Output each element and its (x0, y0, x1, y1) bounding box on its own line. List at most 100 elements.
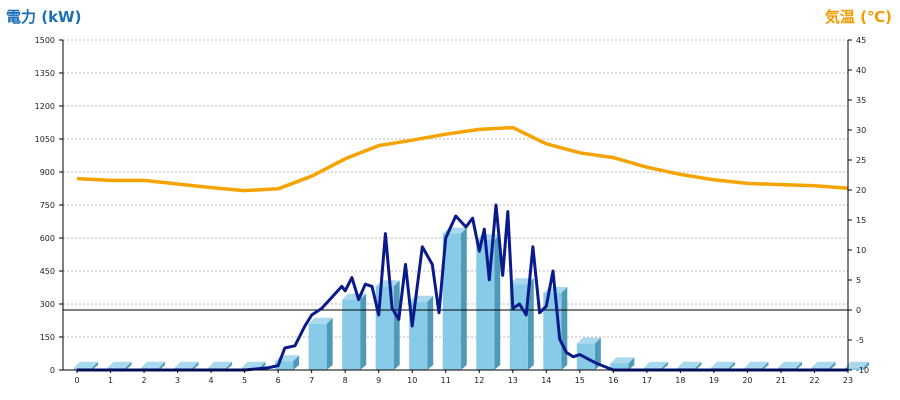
bar-front (275, 361, 294, 370)
left-tick-label: 150 (40, 333, 55, 342)
bar-top (643, 361, 668, 368)
bar-top (141, 361, 166, 368)
bar-side (863, 361, 869, 370)
left-axis-title: 電力 (kW) (6, 8, 82, 26)
x-tick-label: 1 (108, 376, 113, 385)
x-tick-label: 15 (575, 376, 585, 385)
x-tick-label: 5 (242, 376, 247, 385)
x-tick-label: 16 (608, 376, 618, 385)
x-tick-label: 19 (709, 376, 719, 385)
bar-side (728, 361, 735, 370)
x-tick-label: 22 (809, 376, 819, 385)
temperature-line (76, 125, 849, 193)
left-tick-label: 1500 (35, 36, 55, 45)
right-tick-label: 0 (856, 306, 861, 315)
right-tick-label: 15 (856, 216, 866, 225)
power-line (77, 203, 848, 372)
bar-side (460, 227, 467, 370)
bar-top (509, 278, 534, 285)
x-tick-label: 13 (508, 376, 518, 385)
axes (59, 39, 852, 373)
bar-top (174, 361, 199, 368)
right-tick-label: -5 (856, 336, 864, 345)
bar-side (192, 361, 199, 370)
right-tick-label: 30 (856, 126, 866, 135)
right-tick-label: -10 (856, 366, 869, 375)
left-tick-label: 0 (50, 366, 55, 375)
right-tick-label: 10 (856, 246, 866, 255)
bar-top (208, 361, 233, 368)
bar-side (393, 280, 400, 370)
x-tick-label: 0 (74, 376, 79, 385)
power-bar (845, 361, 869, 370)
power-bar (342, 293, 367, 370)
x-tick-label: 21 (776, 376, 786, 385)
right-tick-label: 35 (856, 96, 866, 105)
bar-side (628, 357, 635, 370)
bar-front (845, 367, 863, 370)
bar-top (677, 361, 702, 368)
bar-side (829, 361, 836, 370)
bar-top (845, 361, 869, 368)
power-bar (409, 295, 434, 370)
x-tick-label: 3 (175, 376, 180, 385)
bar-top (710, 361, 735, 368)
left-tick-label: 1050 (35, 135, 55, 144)
left-tick-label: 1350 (35, 69, 55, 78)
bar-front (342, 299, 361, 370)
x-tick-label: 23 (843, 376, 853, 385)
bar-front (442, 233, 461, 370)
x-tick-label: 11 (441, 376, 451, 385)
right-tick-label: 20 (856, 186, 866, 195)
left-tick-label: 600 (40, 234, 55, 243)
bar-side (92, 361, 98, 370)
power-bar (610, 357, 635, 370)
left-tick-label: 750 (40, 201, 55, 210)
bar-side (159, 361, 166, 370)
right-tick-label: 45 (856, 36, 866, 45)
bar-top (74, 361, 98, 368)
bar-side (762, 361, 769, 370)
right-axis-title: 気温 (℃) (824, 8, 892, 26)
x-tick-label: 10 (407, 376, 417, 385)
x-tick-label: 14 (541, 376, 551, 385)
x-tick-label: 17 (642, 376, 652, 385)
x-tick-label: 4 (209, 376, 214, 385)
bar-side (293, 355, 300, 370)
x-tick-label: 12 (474, 376, 484, 385)
bar-top (744, 361, 769, 368)
bar-side (795, 361, 802, 370)
right-tick-label: 5 (856, 276, 861, 285)
left-tick-label: 450 (40, 267, 55, 276)
x-tick-label: 6 (276, 376, 281, 385)
series-lines (76, 125, 849, 372)
power-bar (308, 317, 333, 370)
bar-side (326, 317, 333, 370)
power-bar (442, 227, 467, 370)
bar-front (610, 363, 629, 370)
power-bars (74, 227, 869, 370)
bar-top (777, 361, 802, 368)
bar-side (494, 234, 501, 370)
x-tick-label: 20 (742, 376, 752, 385)
x-tick-label: 9 (376, 376, 381, 385)
x-tick-label: 8 (343, 376, 348, 385)
bar-side (695, 361, 702, 370)
bar-side (561, 287, 568, 370)
bar-front (308, 323, 327, 370)
bar-side (527, 278, 534, 370)
right-tick-label: 25 (856, 156, 866, 165)
bar-top (107, 361, 132, 368)
left-tick-label: 900 (40, 168, 55, 177)
bar-top (610, 357, 635, 364)
bar-side (226, 361, 233, 370)
x-tick-label: 18 (675, 376, 685, 385)
x-tick-label: 2 (141, 376, 146, 385)
bar-top (308, 317, 333, 324)
bar-side (360, 293, 367, 370)
bar-top (241, 361, 266, 368)
left-tick-label: 300 (40, 300, 55, 309)
tick-labels: 01503004506007509001050120013501500-10-5… (35, 36, 869, 385)
x-tick-label: 7 (309, 376, 314, 385)
